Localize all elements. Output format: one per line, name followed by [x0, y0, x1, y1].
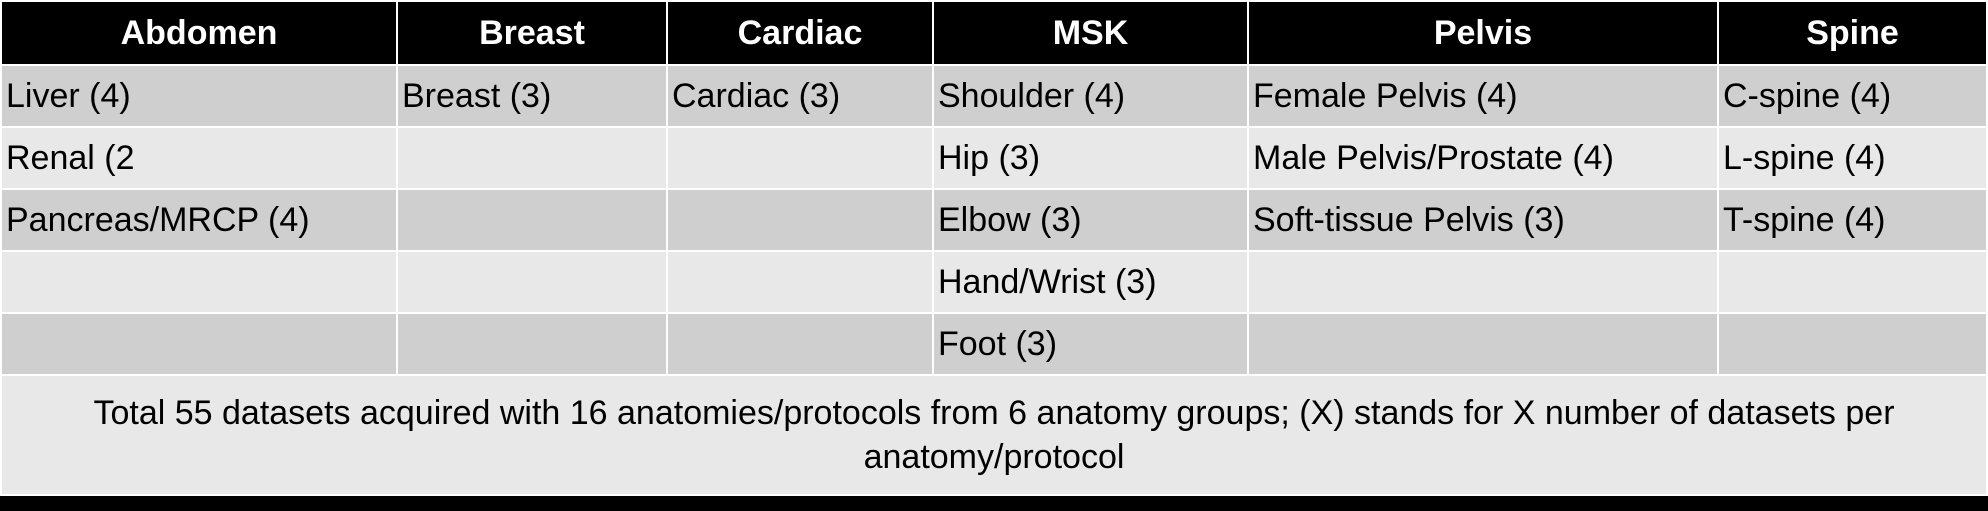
header-msk: MSK	[934, 0, 1249, 66]
table-cell: Hand/Wrist (3)	[934, 252, 1249, 314]
table-row: Renal (2 Hip (3) Male Pelvis/Prostate (4…	[0, 128, 1988, 190]
table-cell: T-spine (4)	[1719, 190, 1988, 252]
header-cardiac: Cardiac	[668, 0, 934, 66]
footnote-text: Total 55 datasets acquired with 16 anato…	[0, 376, 1988, 496]
table-cell	[1249, 314, 1719, 376]
table-cell: Shoulder (4)	[934, 66, 1249, 128]
table-row: Liver (4) Breast (3) Cardiac (3) Shoulde…	[0, 66, 1988, 128]
table-cell	[668, 128, 934, 190]
header-row: Abdomen Breast Cardiac MSK Pelvis Spine	[0, 0, 1988, 66]
table-cell: Female Pelvis (4)	[1249, 66, 1719, 128]
table-cell	[668, 190, 934, 252]
table-row: Hand/Wrist (3)	[0, 252, 1988, 314]
table-cell: Elbow (3)	[934, 190, 1249, 252]
bottom-border	[0, 496, 1988, 511]
header-breast: Breast	[398, 0, 668, 66]
table-cell	[398, 128, 668, 190]
header-abdomen: Abdomen	[0, 0, 398, 66]
table-cell	[668, 252, 934, 314]
table-cell: Liver (4)	[0, 66, 398, 128]
table-cell: C-spine (4)	[1719, 66, 1988, 128]
table-cell: Pancreas/MRCP (4)	[0, 190, 398, 252]
table-cell	[668, 314, 934, 376]
table-cell: Foot (3)	[934, 314, 1249, 376]
table-cell: Breast (3)	[398, 66, 668, 128]
dataset-table: Abdomen Breast Cardiac MSK Pelvis Spine …	[0, 0, 1988, 496]
table-cell: Soft-tissue Pelvis (3)	[1249, 190, 1719, 252]
table-row: Foot (3)	[0, 314, 1988, 376]
table-cell	[398, 190, 668, 252]
header-spine: Spine	[1719, 0, 1988, 66]
header-pelvis: Pelvis	[1249, 0, 1719, 66]
table-cell	[1719, 252, 1988, 314]
table-cell	[0, 314, 398, 376]
table-cell: L-spine (4)	[1719, 128, 1988, 190]
table-cell: Hip (3)	[934, 128, 1249, 190]
table-cell	[398, 314, 668, 376]
table-row: Pancreas/MRCP (4) Elbow (3) Soft-tissue …	[0, 190, 1988, 252]
table-cell: Renal (2	[0, 128, 398, 190]
table-cell	[398, 252, 668, 314]
table-cell	[1249, 252, 1719, 314]
table-cell	[0, 252, 398, 314]
footnote-row: Total 55 datasets acquired with 16 anato…	[0, 376, 1988, 496]
table-cell: Cardiac (3)	[668, 66, 934, 128]
table-cell: Male Pelvis/Prostate (4)	[1249, 128, 1719, 190]
table-cell	[1719, 314, 1988, 376]
